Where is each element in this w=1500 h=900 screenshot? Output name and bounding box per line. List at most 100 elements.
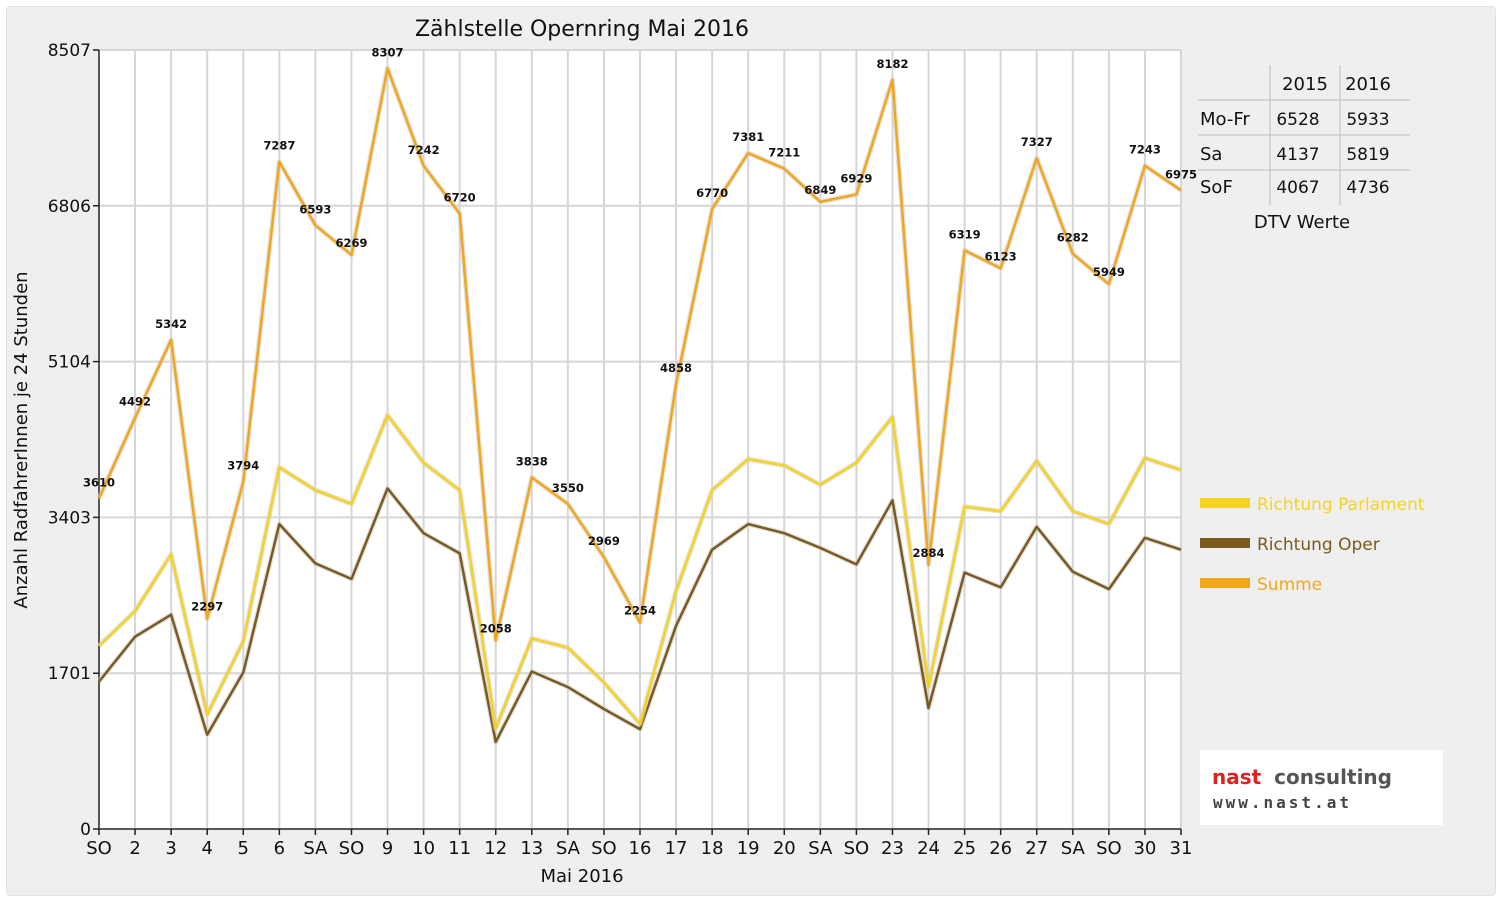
table-cell: 6528	[1276, 110, 1319, 130]
x-tick-label: 5	[238, 838, 249, 859]
x-tick-label: SA	[1061, 838, 1086, 859]
series-lines	[96, 65, 1183, 745]
series-line	[98, 487, 1182, 744]
table-header-2015: 2015	[1282, 74, 1328, 95]
logo-url: www.nast.at	[1213, 793, 1352, 812]
nast-consulting-logo: nast consulting www.nast.at	[1200, 750, 1443, 825]
data-label: 2058	[480, 622, 512, 636]
data-label: 6593	[299, 202, 331, 216]
x-tick-label: SO	[844, 838, 870, 859]
data-label: 7243	[1129, 143, 1161, 157]
table-cell: 5933	[1346, 110, 1389, 130]
legend-label: Richtung Parlament	[1257, 495, 1425, 515]
data-label: 6319	[949, 227, 981, 241]
x-tick-label: SA	[556, 838, 581, 859]
x-tick-label: 6	[274, 838, 285, 859]
x-tick-label: 13	[520, 838, 543, 859]
legend-label: Richtung Oper	[1257, 535, 1380, 555]
x-tick-label: 16	[629, 838, 652, 859]
data-label: 6282	[1057, 231, 1089, 245]
legend: Richtung Parlament Richtung Oper Summe	[1200, 495, 1425, 595]
legend-label: Summe	[1257, 575, 1322, 595]
data-label: 6849	[804, 183, 836, 197]
series-line	[97, 67, 1182, 642]
table-row-label: Mo-Fr	[1200, 109, 1250, 130]
data-label: 6720	[444, 191, 476, 205]
x-tick-label: 19	[737, 838, 760, 859]
y-tick-label: 6806	[48, 197, 91, 217]
y-axis-ticks: 0 1701 3403 5104 6806 8507	[48, 41, 99, 840]
x-tick-label: 23	[881, 838, 904, 859]
data-label: 8182	[876, 57, 908, 71]
data-label: 5949	[1093, 265, 1125, 279]
data-label: 7287	[263, 139, 295, 153]
x-tick-label: 2	[129, 838, 140, 859]
data-label: 3550	[552, 481, 584, 495]
data-label: 2969	[588, 534, 620, 548]
data-label: 4858	[660, 361, 692, 375]
y-tick-label: 1701	[48, 664, 91, 684]
x-tick-label: 12	[484, 838, 507, 859]
x-tick-label: SO	[339, 838, 365, 859]
data-label: 7381	[732, 130, 764, 144]
data-label: 6269	[335, 236, 367, 250]
x-tick-label: 17	[665, 838, 688, 859]
y-tick-label: 0	[80, 820, 91, 840]
x-tick-label: SO	[1096, 838, 1122, 859]
data-label: 7327	[1021, 135, 1053, 149]
x-tick-label: 3	[165, 838, 176, 859]
x-tick-label: 20	[773, 838, 796, 859]
y-axis-title: Anzahl RadfahrerInnen je 24 Stunden	[11, 271, 32, 608]
data-label: 6929	[840, 172, 872, 186]
legend-swatch	[1200, 498, 1250, 508]
table-caption: DTV Werte	[1254, 212, 1350, 233]
logo-text: nast consulting	[1212, 765, 1392, 789]
gridlines	[99, 49, 1182, 829]
x-tick-label: 27	[1025, 838, 1048, 859]
y-tick-label: 5104	[48, 353, 91, 373]
x-tick-label: 11	[448, 838, 471, 859]
data-label: 3794	[227, 459, 259, 473]
data-label: 3838	[516, 455, 548, 469]
data-label: 2884	[913, 546, 945, 560]
table-row-label: Sa	[1200, 144, 1222, 165]
data-label: 3610	[83, 475, 115, 489]
x-tick-label: 25	[953, 838, 976, 859]
x-tick-label: SA	[808, 838, 833, 859]
data-label: 6123	[985, 249, 1017, 263]
data-label: 6975	[1165, 167, 1197, 181]
x-tick-label: 9	[382, 838, 393, 859]
data-label: 7242	[408, 143, 440, 157]
table-header-2016: 2016	[1345, 74, 1391, 95]
logo-text-consulting: consulting	[1274, 765, 1392, 789]
data-label: 2297	[191, 600, 223, 614]
x-tick-label: SO	[591, 838, 617, 859]
y-tick-label: 8507	[48, 41, 91, 61]
legend-swatch	[1200, 538, 1250, 548]
table-cell: 4137	[1276, 145, 1319, 165]
x-tick-label: 30	[1133, 838, 1156, 859]
x-tick-label: SA	[303, 838, 328, 859]
logo-text-nast: nast	[1212, 765, 1262, 789]
table-cell: 4067	[1276, 178, 1319, 198]
x-tick-label: 4	[201, 838, 212, 859]
data-label: 4492	[119, 395, 151, 409]
y-tick-label: 3403	[48, 508, 91, 528]
x-tick-label: 24	[917, 838, 940, 859]
series-line	[98, 413, 1182, 730]
chart-title: Zählstelle Opernring Mai 2016	[415, 17, 749, 42]
x-axis-ticks: SO 2 3 4 5 6 SA SO 9 10 11 12 13 SA SO 16 17 18 19 20 SA SO 23…	[86, 829, 1192, 859]
data-labels: 3610 4492 5342 2297 3794 7287 6593 6269 8307 7242…	[83, 45, 1197, 635]
logo-box	[1200, 750, 1443, 825]
x-tick-label: 26	[989, 838, 1012, 859]
legend-swatch	[1200, 578, 1250, 588]
table-row-label: SoF	[1200, 177, 1233, 198]
data-label: 7211	[768, 146, 800, 160]
data-label: 2254	[624, 604, 656, 618]
table-cell: 5819	[1346, 145, 1389, 165]
x-tick-label: SO	[86, 838, 112, 859]
x-tick-label: 18	[701, 838, 724, 859]
x-tick-label: 10	[412, 838, 435, 859]
data-label: 8307	[372, 45, 404, 59]
